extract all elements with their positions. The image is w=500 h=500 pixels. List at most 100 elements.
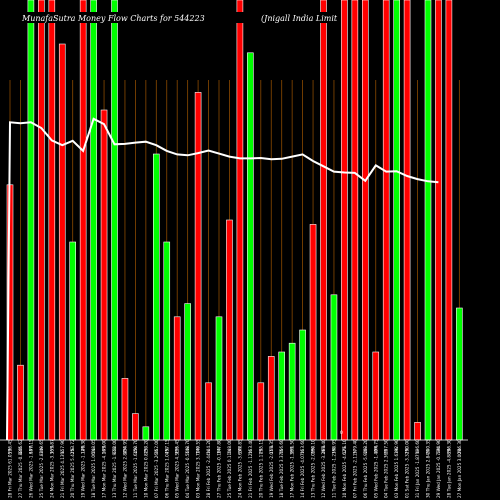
price-label: 179.40 [352,439,357,454]
bar [351,0,359,441]
bar [288,342,296,441]
price-label: 194.90 [436,439,441,454]
x-tick-label: 28 Tue Jan 2025 -4.88% [446,448,451,498]
bar [38,0,45,441]
bar [456,307,463,441]
x-tick-label: 06 Thu Feb 2025 -5.92% [363,447,368,498]
price-label: 148.05 [91,439,96,454]
price-label: 196.30 [446,439,451,454]
bar [58,43,66,441]
price-label: 153.87 [49,439,54,454]
price-label: 194.75 [373,439,378,454]
x-tick-label: 19 Wed Mar 2025 -1.12% [81,445,86,498]
price-label: 155.45 [175,439,180,454]
x-tick-label: 20 Thu Feb 2025 1.17% [258,448,263,498]
x-tick-label: 17 Mon Mar 2025 -4.16% [102,445,107,498]
baseline-note: 0 [340,430,343,436]
bar [414,422,421,441]
x-tick-label: 28 Fri Feb 2025 -2.44% [206,449,211,498]
price-label: 183.20 [363,439,368,454]
x-tick-label: 24 Mon Mar 2025 -3.36% [49,445,54,498]
chart-subtitle: (Jnigall India Limit [261,14,338,23]
bar [320,0,327,441]
x-tick-label: 29 Wed Jan 2025 -0.73% [436,446,441,498]
bar [173,316,181,441]
x-tick-label: 11 Tue Feb 2025 -1.23% [331,447,336,498]
price-label: 151.50 [290,439,295,454]
x-tick-labels: 28 Fri Mar 2025 61.05% 27 Thu Mar 2025 -0… [8,445,462,498]
x-tick-label: 04 Tue Feb 2025 2.36% [384,449,389,498]
price-label: 150.70 [133,439,138,454]
x-tick-label: 04 Tue Mar 2025 -0.56% [185,447,190,498]
bar [267,356,275,441]
price-label: 153.20 [143,439,148,454]
x-tick-label: 30 Thu Jan 2025 2.84% [426,449,431,498]
x-tick-label: 24 Mon Feb 2025 -3.65% [237,446,242,498]
bar [27,0,35,441]
x-tick-label: 05 Wed Feb 2025 -1.40% [373,445,378,498]
bar [435,0,442,441]
bar [309,224,317,441]
bars-layer [6,0,463,441]
bar [153,153,160,441]
price-label: 171.10 [342,439,347,454]
x-tick-label: 27 Thu Feb 2025 -0.18% [217,447,222,498]
price-label: 149.55 [196,439,201,454]
x-tick-label: 26 Wed Mar 2025 -1.65% [28,445,33,498]
price-label: 197.50 [384,439,389,454]
price-label: 153.35 [269,439,274,454]
x-tick-label: 18 Tue Mar 2025 1.06% [91,448,96,498]
bar [121,378,129,441]
bar [100,109,108,441]
bar [48,0,56,441]
moving-average-line [6,117,439,441]
x-tick-label: 07 Fri Mar 2025 -3.26% [154,449,159,498]
price-label: 196.60 [415,439,420,454]
bar [132,413,139,441]
bar [424,0,432,441]
x-tick-label: 12 Wed Feb 2025 -3.29% [321,445,326,498]
x-tick-label: 14 Fri Feb 2025 -4.07% [300,449,305,498]
x-tick-label: 25 Tue Mar 2025 -2.83% [39,447,44,498]
price-label: 152.00 [154,439,159,454]
bar [90,0,97,441]
x-tick-label: 31 Fri Jan 2025 -1.87% [415,450,420,498]
bar [17,364,24,441]
price-label: 190.00 [405,439,410,454]
title-backdrop [20,12,262,23]
chart-title: MunafaSutra Money Flow Charts for 544223 [21,14,205,23]
price-label: 160.10 [311,439,316,454]
x-tick-label: 18 Tue Feb 2025 3.37% [279,449,284,498]
bar [163,241,171,441]
x-tick-label: 27 Thu Mar 2025 -0.88% [18,446,23,498]
x-tick-label: 10 Mon Mar 2025 0.82% [143,447,148,498]
bar [382,0,390,441]
x-tick-label: 05 Wed Mar 2025 4.56% [175,446,180,498]
price-label: 153.40 [248,439,253,454]
bar [257,382,265,441]
price-label: 136.45 [8,439,13,454]
bar [142,426,150,441]
x-tick-label: 06 Thu Mar 2025 1.04% [164,448,169,498]
bar [361,0,369,441]
bar [69,241,76,441]
price-label: 149.65 [39,439,44,454]
price-label: 146.38 [81,439,86,454]
x-tick-label: 13 Thu Feb 2025 -2.05% [311,447,316,498]
price-label: 147.15 [28,439,33,454]
bar [205,382,212,441]
price-label: 153.60 [300,439,305,454]
x-tick-label: 21 Fri Feb 2025 -1.12% [248,449,253,498]
price-label: 147.85 [237,439,242,454]
bar [393,0,400,441]
x-tick-label: 27 Mon Jan 2025 3.00% [457,448,462,498]
bar [372,351,380,441]
price-label: 153.72 [70,439,75,454]
x-tick-label: 25 Tue Feb 2025 0.11% [227,449,232,498]
price-label: 148.70 [185,439,190,454]
price-label: 156.60 [279,439,284,454]
bar [403,0,411,441]
x-tick-label: 17 Mon Feb 2025 -1.36% [290,446,295,498]
price-label: 143.00 [102,439,107,454]
price-label: 145.62 [18,439,23,454]
